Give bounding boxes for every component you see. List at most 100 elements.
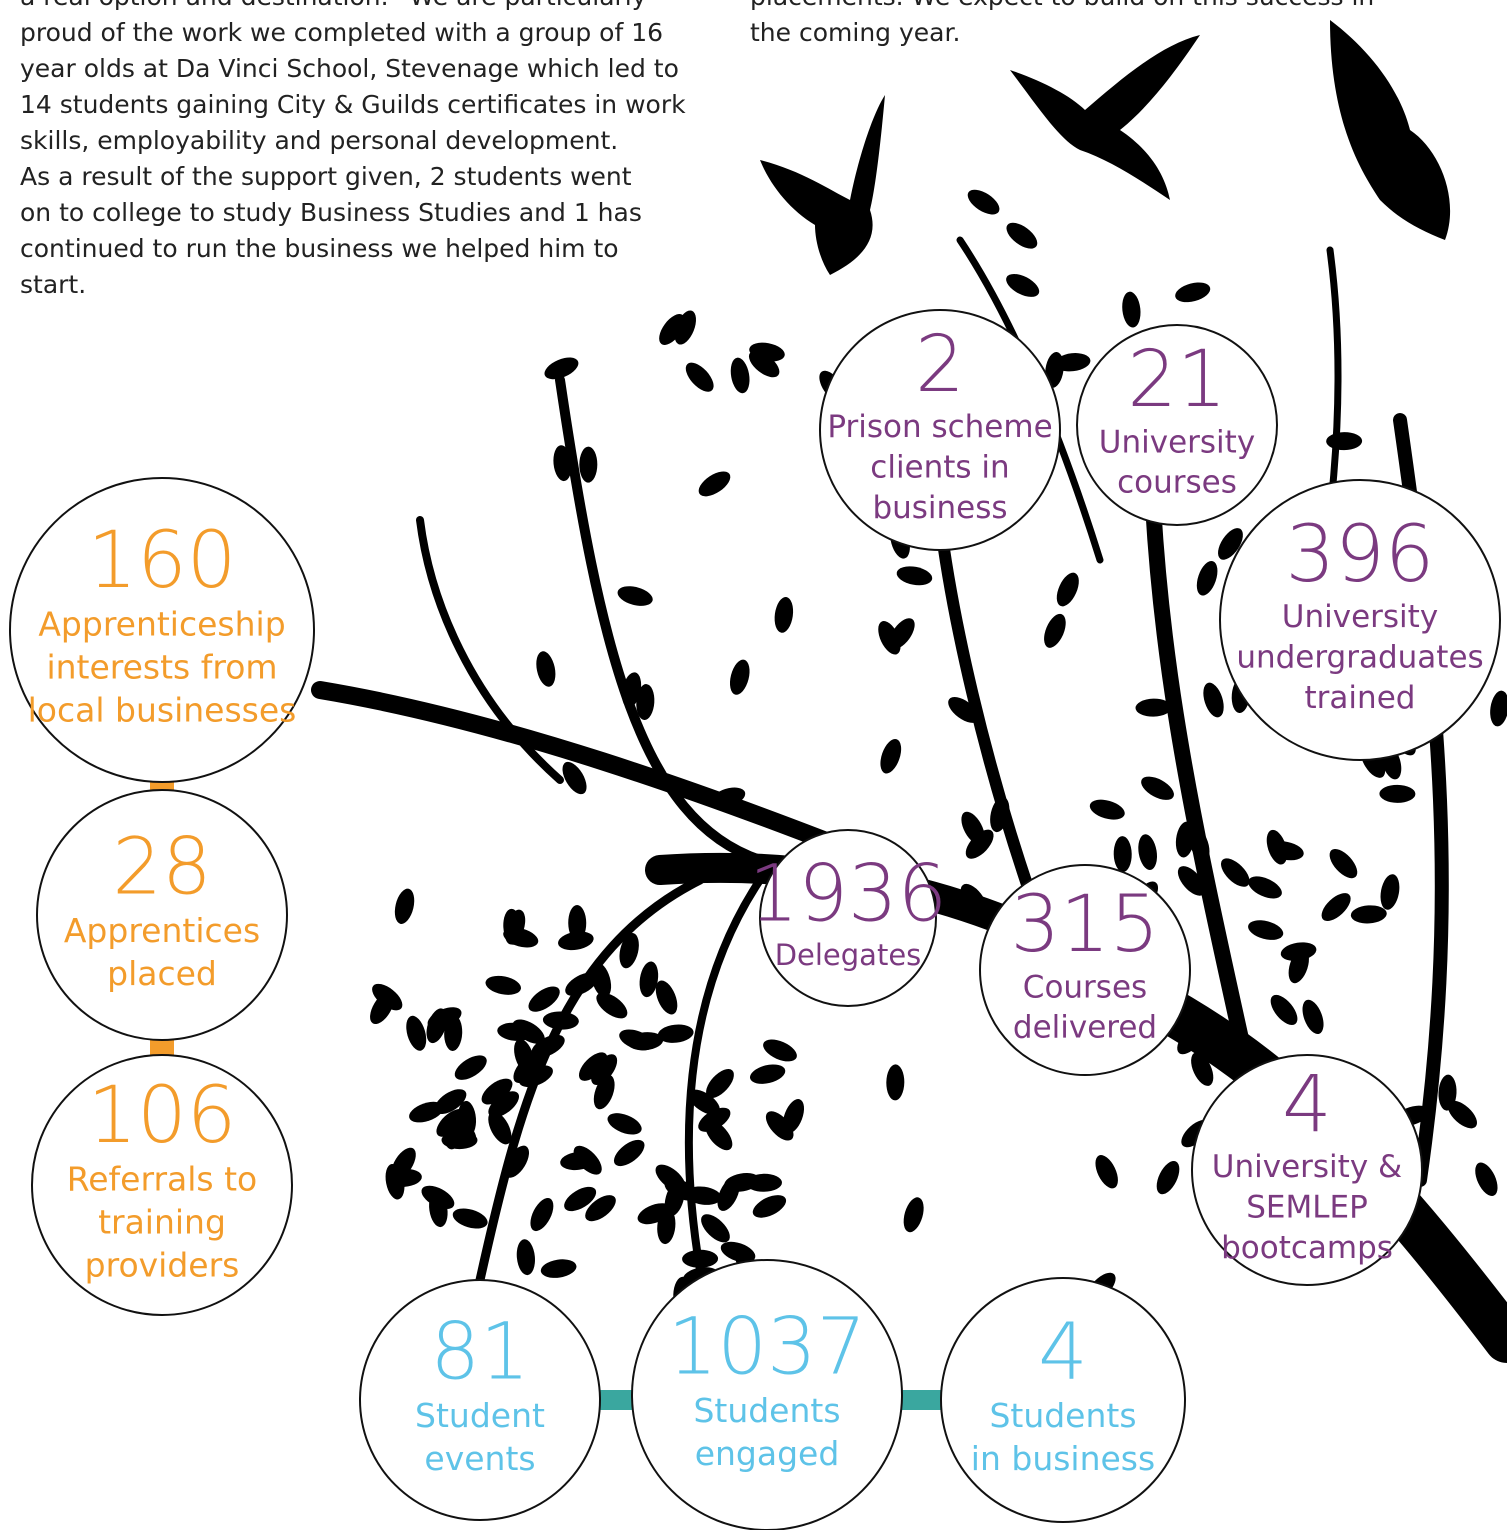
- stat-label: University: [1282, 599, 1438, 635]
- leaf: [1488, 689, 1507, 727]
- stat-label: courses: [1117, 465, 1237, 501]
- bird: [1010, 35, 1200, 200]
- leaf: [1325, 844, 1363, 883]
- stat-label: clients in: [870, 450, 1009, 486]
- leaf: [1326, 432, 1362, 450]
- leaf: [450, 1205, 490, 1232]
- text: a real option and destination.” We are p…: [20, 0, 1374, 299]
- leaf: [696, 1209, 734, 1247]
- leaf: [403, 1013, 430, 1053]
- stat-label: Students: [693, 1391, 840, 1430]
- stat-label: undergraduates: [1236, 640, 1483, 676]
- stat-label: engaged: [695, 1434, 840, 1473]
- leaf: [1152, 1157, 1184, 1197]
- leaf: [876, 736, 905, 776]
- leaf: [605, 1109, 645, 1139]
- stat-label: training: [98, 1203, 226, 1242]
- leaf: [557, 929, 595, 953]
- leaf: [1003, 269, 1043, 301]
- stat-value: 315: [1011, 880, 1160, 970]
- paragraph-line: placements. We expect to build on this s…: [750, 0, 1374, 11]
- leaf: [886, 1064, 905, 1100]
- leaf: [695, 466, 735, 501]
- leaf: [1120, 291, 1142, 329]
- stat-label: bootcamps: [1221, 1230, 1393, 1266]
- stat-value: 396: [1286, 510, 1435, 600]
- leaf: [772, 596, 795, 634]
- leaf: [392, 887, 418, 926]
- leaf: [484, 973, 523, 998]
- leaf: [1245, 872, 1285, 903]
- leaf: [682, 1249, 718, 1268]
- leaf: [526, 1194, 558, 1234]
- stat-value: 81: [430, 1308, 529, 1398]
- stat-label: University: [1099, 424, 1255, 460]
- paragraph-line: continued to run the business we helped …: [20, 234, 619, 263]
- leaf: [748, 1061, 787, 1087]
- stat-value: 4: [1282, 1060, 1332, 1150]
- leaf: [533, 650, 558, 689]
- stat-label: Courses: [1023, 969, 1147, 1005]
- stat-label: Referrals to: [67, 1160, 257, 1199]
- leaf: [542, 1011, 579, 1031]
- leaf: [515, 1238, 536, 1276]
- leaf: [749, 1190, 789, 1222]
- stat-label: providers: [85, 1245, 240, 1284]
- paragraph-line: a real option and destination.” We are p…: [20, 0, 647, 11]
- stat: 81Student events: [360, 1280, 600, 1520]
- paragraph-line: the coming year.: [750, 18, 960, 47]
- stat-label: Student: [415, 1396, 545, 1435]
- paragraph-line: year olds at Da Vinci School, Stevenage …: [20, 54, 679, 83]
- paragraph-line: on to college to study Business Studies …: [20, 198, 642, 227]
- leaf: [760, 1035, 800, 1066]
- leaf: [1266, 990, 1303, 1029]
- leaf: [728, 356, 752, 395]
- leaf: [1113, 836, 1132, 872]
- stat-value: 28: [112, 823, 211, 913]
- leaf: [1173, 279, 1212, 306]
- stat-label: placed: [107, 954, 217, 993]
- leaf: [1350, 904, 1387, 924]
- stat-label: Students: [989, 1396, 1136, 1435]
- stat-label: trained: [1305, 680, 1416, 716]
- leaf: [616, 1025, 656, 1054]
- stat-value: 160: [88, 516, 237, 606]
- leaf: [1193, 558, 1222, 598]
- stats: 160Apprenticeshipinterests fromlocal bus…: [10, 310, 1500, 1530]
- leaf: [524, 981, 564, 1016]
- paragraph-line: start.: [20, 270, 86, 299]
- leaf: [579, 447, 597, 483]
- bird: [1330, 20, 1450, 240]
- leaf: [615, 583, 654, 609]
- stat-label: University &: [1212, 1149, 1402, 1185]
- paragraph-line: skills, employability and personal devel…: [20, 126, 618, 155]
- stat-label: Apprentices: [64, 911, 260, 950]
- stat-value: 1037: [668, 1303, 867, 1393]
- leaf: [1091, 1152, 1123, 1192]
- leaf: [1199, 680, 1227, 720]
- stat-label: Apprenticeship: [38, 605, 285, 644]
- stat-label: Delegates: [775, 938, 922, 972]
- leaf: [451, 1050, 491, 1084]
- leaf: [1298, 997, 1327, 1037]
- stat-value: 2: [915, 320, 965, 410]
- leaf: [539, 1257, 577, 1280]
- leaf: [1317, 888, 1356, 926]
- stat-value: 21: [1127, 335, 1226, 425]
- stat-label: events: [424, 1439, 535, 1478]
- paragraph-line: 14 students gaining City & Guilds certif…: [20, 90, 686, 119]
- stat-label: business: [872, 490, 1007, 526]
- stat-label: in business: [971, 1439, 1155, 1478]
- stat: 1936Delegates: [749, 830, 948, 1006]
- bird: [760, 95, 885, 275]
- leaf: [1052, 569, 1083, 609]
- leaf: [1471, 1159, 1503, 1199]
- leaf: [1379, 785, 1415, 803]
- leaf: [1378, 873, 1402, 912]
- leaf: [1137, 772, 1177, 805]
